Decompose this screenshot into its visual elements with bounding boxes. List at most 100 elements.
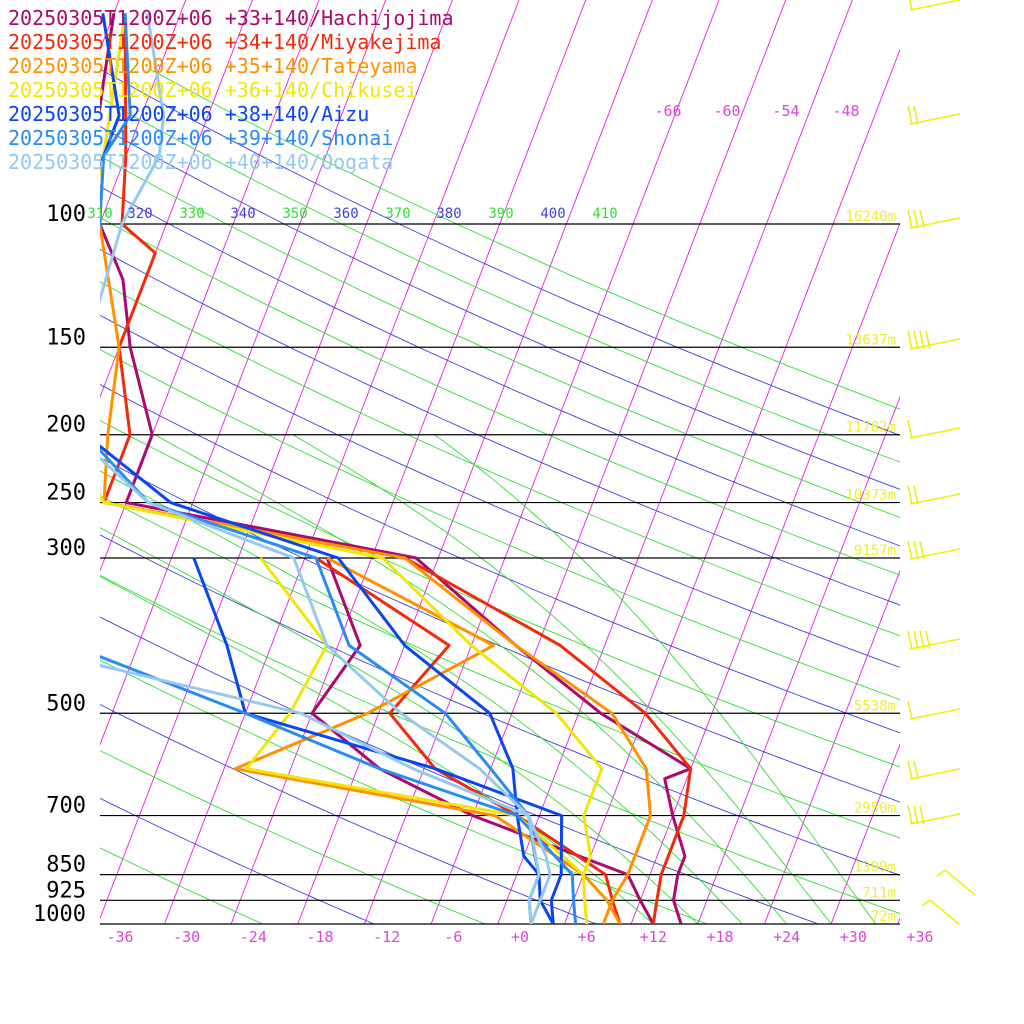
barb-flag: [919, 630, 925, 650]
isotherm-line: [964, 0, 1024, 924]
height-label: 9157m: [854, 543, 896, 559]
barb-flag: [913, 485, 919, 505]
barb-flag: [907, 419, 913, 439]
wind-barb-icon: [907, 485, 961, 505]
barb-flag: [913, 330, 919, 350]
isotherm-line: [100, 0, 187, 225]
isotherm-line: [697, 395, 900, 924]
legend-entry: 20250305T1200Z+06 +36+140/Chikusei: [8, 78, 418, 102]
barb-flag: [925, 330, 931, 350]
dewpoint-line: [192, 557, 564, 924]
isotherm-line: [497, 0, 853, 924]
dry-adiabat: [100, 534, 900, 876]
dry-adiabat: [100, 659, 708, 924]
theta-label: 310: [87, 206, 112, 222]
dry-adiabat: [100, 797, 375, 924]
temperature-tick-label: +0: [511, 928, 529, 946]
isotherm-line: [0, 0, 7, 924]
barb-flag: [907, 630, 913, 650]
height-label: 16240m: [845, 209, 896, 225]
wind-barb-icon: [907, 419, 961, 439]
height-label: 13637m: [845, 332, 896, 348]
legend-entry: 20250305T1200Z+06 +40+140/Oogata: [8, 150, 394, 174]
theta-label: 360: [333, 206, 358, 222]
moist-adiabat: [292, 434, 832, 924]
temperature-line: [100, 13, 555, 924]
temperature-tick-label: -18: [306, 928, 333, 946]
barb-flag: [908, 0, 913, 11]
moist-adiabat: [100, 575, 654, 924]
isotherm-label: -54: [772, 102, 799, 120]
height-label: 72m: [871, 909, 896, 925]
barb-staff: [929, 899, 961, 926]
wind-barb-icon: [907, 805, 961, 825]
dry-adiabat: [100, 383, 900, 734]
barb-flag: [921, 899, 931, 907]
pressure-tick-label: 850: [46, 853, 86, 878]
dry-adiabat: [100, 217, 900, 576]
height-label: 1399m: [854, 860, 896, 876]
dry-adiabat: [100, 495, 900, 839]
isotherm-line: [564, 48, 900, 924]
dry-adiabat: [100, 155, 900, 518]
dry-adiabat: [100, 314, 900, 668]
barb-staff: [909, 708, 961, 720]
wind-barb-icon: [908, 0, 961, 11]
height-label: 711m: [862, 885, 896, 901]
temperature-tick-label: +12: [640, 928, 667, 946]
barb-flag: [907, 209, 913, 229]
pressure-tick-label: 1000: [33, 902, 86, 927]
dry-adiabat: [100, 186, 900, 547]
barb-flag: [913, 805, 919, 825]
wind-barb-icon: [907, 630, 961, 650]
theta-label: 330: [179, 206, 204, 222]
pressure-tick-label: 300: [46, 536, 86, 561]
wind-barb-icon: [907, 330, 961, 350]
legend-entry: 20250305T1200Z+06 +34+140/Miyakejima: [8, 30, 442, 54]
temperature-line: [100, 13, 552, 924]
dry-adiabat: [100, 420, 900, 768]
pressure-tick-label: 925: [46, 878, 86, 903]
temperature-line: [100, 13, 693, 924]
legend-entry: 20250305T1200Z+06 +39+140/Shonai: [8, 126, 394, 150]
temperature-line: [100, 13, 604, 924]
theta-label: 370: [385, 206, 410, 222]
barb-staff: [909, 0, 961, 11]
wind-barbs: [907, 0, 976, 926]
temperature-tick-label: +24: [773, 928, 800, 946]
barb-flag: [907, 805, 913, 825]
series-lines: [100, 13, 693, 924]
temperature-tick-label: -6: [444, 928, 462, 946]
wind-barb-icon: [907, 700, 961, 720]
theta-label: 390: [488, 206, 513, 222]
barb-flag: [913, 540, 919, 560]
dewpoint-line: [310, 557, 655, 924]
pressure-tick-label: 700: [46, 794, 86, 819]
barb-flag: [907, 330, 913, 350]
height-label: 5538m: [854, 698, 896, 714]
barb-flag: [907, 540, 913, 560]
legend: 20250305T1200Z+06 +33+140/Hachijojima 20…: [8, 6, 454, 174]
barb-flag: [913, 630, 919, 650]
dewpoint-line: [233, 556, 622, 924]
theta-label: 350: [282, 206, 307, 222]
barb-flag: [936, 869, 946, 877]
barb-staff: [909, 427, 961, 439]
barb-flag: [919, 330, 925, 350]
legend-entry: 20250305T1200Z+06 +35+140/Tateyama: [8, 54, 418, 78]
theta-label: 410: [592, 206, 617, 222]
theta-label: 380: [436, 206, 461, 222]
temperature-tick-label: -30: [173, 928, 200, 946]
dry-adiabat: [100, 248, 900, 606]
dry-adiabat: [100, 574, 900, 915]
dry-adiabat: [100, 96, 900, 463]
moist-adiabat: [154, 434, 788, 924]
isotherm-label: -60: [713, 102, 740, 120]
isotherm-line: [430, 0, 787, 924]
barb-staff: [944, 869, 976, 896]
barb-flag: [907, 485, 913, 505]
temperature-tick-label: +30: [840, 928, 867, 946]
dry-adiabat: [100, 704, 597, 924]
temperature-line: [100, 13, 652, 924]
